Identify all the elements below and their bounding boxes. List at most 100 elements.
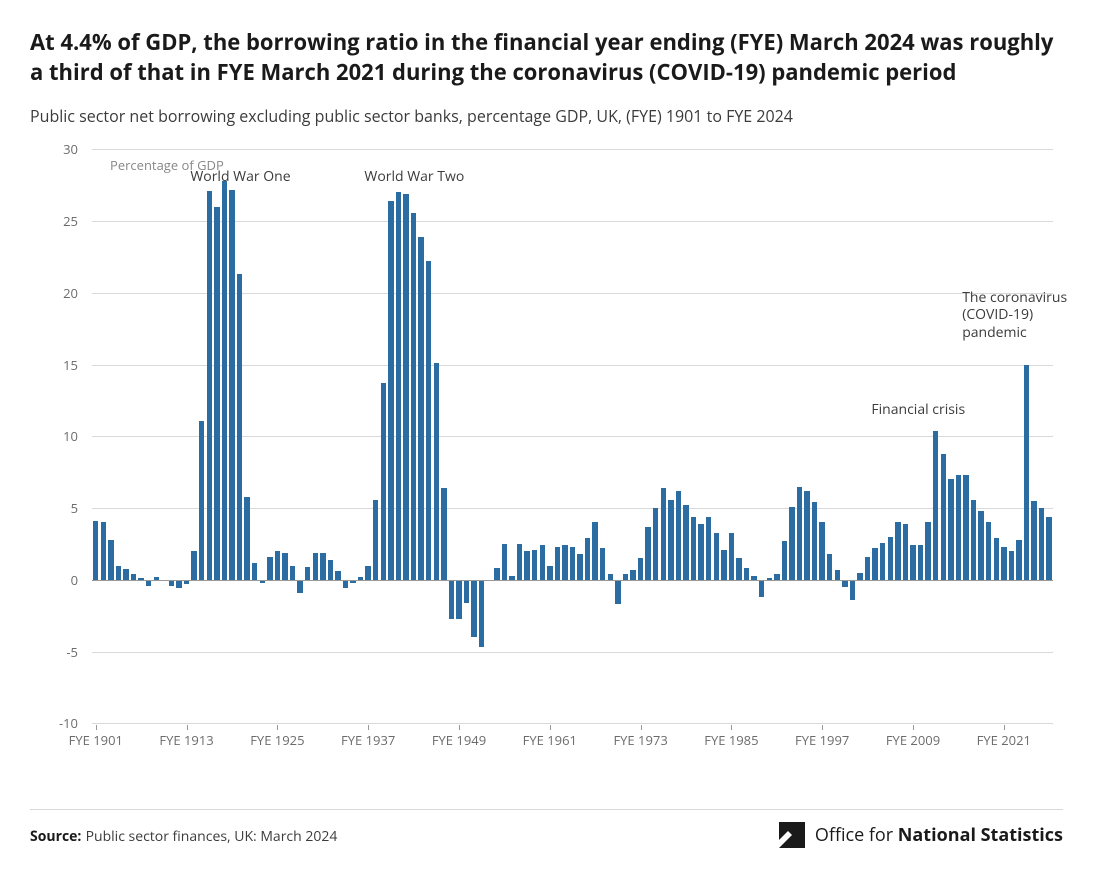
bar [865, 557, 870, 580]
bar [698, 524, 703, 580]
bar [880, 543, 885, 580]
bar [638, 558, 643, 580]
bar [222, 181, 227, 580]
bar [941, 454, 946, 580]
bar [714, 533, 719, 580]
bar [282, 553, 287, 580]
bar [494, 568, 499, 579]
gridline [92, 723, 1053, 724]
bar [464, 580, 469, 603]
x-tick-label: FYE 1985 [704, 731, 758, 749]
x-tick-mark [277, 725, 278, 730]
bar [600, 548, 605, 580]
bar [645, 527, 650, 580]
bar [343, 580, 348, 589]
x-tick-mark [459, 725, 460, 730]
x-tick-label: FYE 1973 [613, 731, 667, 749]
bar [524, 551, 529, 580]
bar [123, 569, 128, 580]
y-tick-label: 0 [71, 571, 78, 589]
bar [547, 566, 552, 580]
y-tick-label: -5 [66, 643, 78, 661]
bar [426, 261, 431, 580]
x-tick-label: FYE 1997 [795, 731, 849, 749]
bar [411, 213, 416, 580]
bar [948, 479, 953, 579]
x-tick-label: FYE 1937 [341, 731, 395, 749]
x-tick-mark [550, 725, 551, 730]
bar [562, 545, 567, 579]
bar [819, 522, 824, 579]
chart-container: -10-5051015202530 Percentage of GDP Worl… [30, 139, 1063, 759]
bar [1001, 547, 1006, 580]
bar [176, 580, 181, 589]
bar [804, 491, 809, 580]
bar [116, 566, 121, 580]
bar [1031, 501, 1036, 580]
source-label: Source: [30, 827, 81, 846]
bar [456, 580, 461, 619]
bar [207, 191, 212, 580]
bar [615, 580, 620, 604]
bar [994, 538, 999, 580]
bars-group [92, 149, 1053, 723]
bar [925, 522, 930, 579]
bar [661, 488, 666, 580]
x-tick-mark [731, 725, 732, 730]
bar [305, 567, 310, 580]
bar [978, 511, 983, 580]
x-tick-mark [641, 725, 642, 730]
x-tick-label: FYE 1925 [250, 731, 304, 749]
x-tick-mark [822, 725, 823, 730]
bar [683, 505, 688, 580]
y-tick-label: 30 [63, 140, 78, 158]
bar [721, 550, 726, 580]
bar [956, 475, 961, 580]
y-tick-label: 25 [63, 212, 78, 230]
bar [691, 517, 696, 580]
y-tick-label: 10 [63, 427, 78, 445]
x-tick-label: FYE 1949 [432, 731, 486, 749]
bar [986, 522, 991, 579]
bar [668, 500, 673, 580]
bar [229, 190, 234, 580]
plot-area: Percentage of GDP World War OneWorld War… [92, 149, 1053, 723]
bar [812, 502, 817, 579]
x-tick-mark [1004, 725, 1005, 730]
bar [744, 568, 749, 579]
source-text: Public sector finances, UK: March 2024 [86, 827, 338, 846]
bar [297, 580, 302, 593]
bar [789, 507, 794, 580]
bar [872, 548, 877, 580]
bar [888, 537, 893, 580]
y-tick-label: 15 [63, 356, 78, 374]
bar [108, 540, 113, 580]
bar [1039, 508, 1044, 580]
x-tick-mark [368, 725, 369, 730]
bar [471, 580, 476, 637]
x-tick-label: FYE 1913 [159, 731, 213, 749]
bar [577, 554, 582, 580]
bar [903, 524, 908, 580]
bar [199, 421, 204, 580]
bar [191, 551, 196, 580]
y-tick-label: 20 [63, 284, 78, 302]
x-tick-mark [96, 725, 97, 730]
bar [517, 544, 522, 580]
x-tick-label: FYE 2009 [886, 731, 940, 749]
ons-logo-icon [777, 820, 807, 850]
bar [827, 554, 832, 580]
bar [396, 192, 401, 579]
bar [320, 553, 325, 580]
bar [963, 475, 968, 580]
bar [842, 580, 847, 587]
bar [570, 547, 575, 580]
source-line: Source: Public sector finances, UK: Marc… [30, 824, 337, 846]
x-tick-mark [187, 725, 188, 730]
bar [328, 560, 333, 580]
bar [1016, 540, 1021, 580]
bar [759, 580, 764, 597]
bar [313, 553, 318, 580]
bar [532, 550, 537, 580]
bar [479, 580, 484, 647]
